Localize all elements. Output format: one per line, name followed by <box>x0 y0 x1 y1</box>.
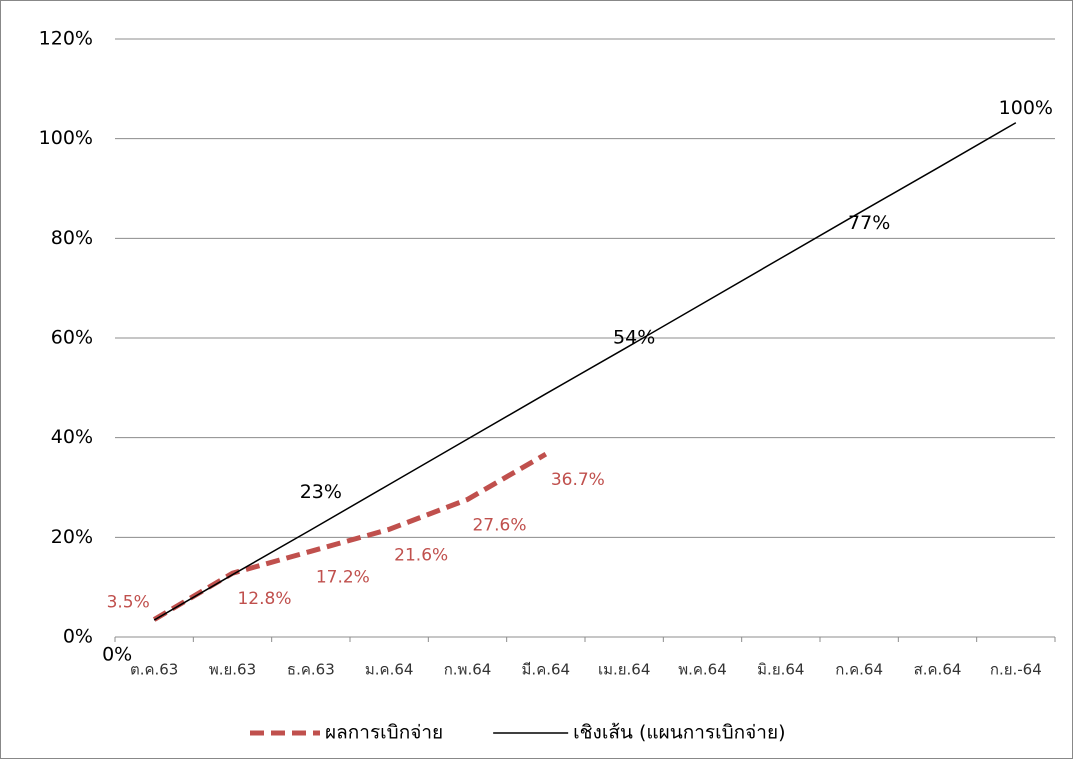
x-tick-label: มิ.ย.64 <box>757 661 804 679</box>
y-tick-label: 60% <box>51 327 93 349</box>
x-tick-label: ก.ค.64 <box>835 661 883 679</box>
x-tick-label: พ.ค.64 <box>678 661 727 679</box>
y-tick-label: 20% <box>51 526 93 548</box>
annotation: 23% <box>300 481 342 503</box>
x-tick-label: ส.ค.64 <box>914 661 962 679</box>
annotation: 77% <box>848 212 890 234</box>
data-label: 17.2% <box>316 567 370 587</box>
data-label: 3.5% <box>107 593 150 613</box>
series-line <box>152 451 548 622</box>
x-tick-label: มี.ค.64 <box>522 661 571 679</box>
x-tick-label: พ.ย.63 <box>209 661 256 679</box>
y-tick-label: 100% <box>39 127 93 149</box>
data-label: 12.8% <box>237 589 291 609</box>
x-tick-label: ต.ค.63 <box>130 661 178 679</box>
x-tick-label: ม.ค.64 <box>365 661 414 679</box>
legend-label: ผลการเบิกจ่าย <box>325 722 443 744</box>
x-tick-label: เม.ย.64 <box>598 661 650 679</box>
data-label: 36.7% <box>551 470 605 490</box>
y-tick-label: 80% <box>51 227 93 249</box>
x-tick-label: ก.พ.64 <box>444 661 492 679</box>
annotation: 100% <box>999 97 1053 119</box>
y-tick-label: 120% <box>39 28 93 50</box>
annotation: 0% <box>102 644 132 666</box>
y-tick-label: 40% <box>51 426 93 448</box>
data-label: 27.6% <box>472 515 526 535</box>
series-line <box>153 122 1017 621</box>
annotation: 54% <box>613 326 655 348</box>
data-label: 21.6% <box>394 545 448 565</box>
legend-label: เชิงเส้น (แผนการเบิกจ่าย) <box>573 722 785 744</box>
y-tick-label: 0% <box>63 626 93 648</box>
x-tick-label: ธ.ค.63 <box>287 661 335 679</box>
x-tick-label: ก.ย.-64 <box>990 661 1042 679</box>
